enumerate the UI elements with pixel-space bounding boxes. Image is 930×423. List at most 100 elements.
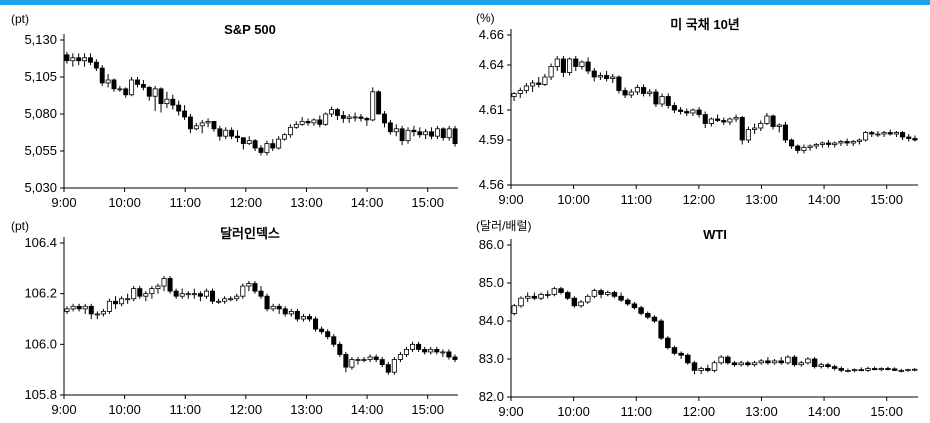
chart3-candle-body (113, 300, 119, 305)
chart3-candle-body (222, 298, 228, 302)
chart1-candle-body (76, 57, 82, 62)
chart4-candle-body (851, 369, 858, 372)
chart3-candle-body (64, 308, 70, 312)
chart2-candle-body (887, 132, 893, 135)
chart3-candle-body (191, 293, 197, 296)
chart4-candle-body (551, 288, 558, 295)
chart1-x-tick-label: 11:00 (169, 195, 201, 210)
chart4-candle-body (751, 362, 758, 366)
chart1-candle-body (152, 88, 158, 97)
chart2-candle-body (881, 132, 887, 135)
chart4-candle-body (811, 358, 818, 367)
chart2-candle-body (863, 132, 869, 141)
chart3-candle-body (416, 343, 422, 350)
chart2-candle-body (764, 115, 770, 124)
chart2-candle-body (893, 132, 899, 135)
chart2-candle-body (832, 142, 838, 145)
chart1-candle-body (305, 121, 311, 124)
chart3-candle-body (161, 278, 167, 287)
chart1-candle-body (311, 119, 317, 124)
chart4-candle-body (665, 337, 671, 349)
chart3-candle-body (216, 300, 222, 303)
chart1-candle-body (123, 88, 129, 96)
chart1-candle-body (223, 129, 229, 137)
chart2-candle-body (844, 141, 850, 144)
chart3-candle-body (270, 305, 276, 310)
chart2-candle-body (758, 123, 764, 129)
chart1-candle-body (299, 121, 305, 125)
chart3-candle-body (361, 359, 367, 361)
chart1-candle-body (287, 126, 293, 136)
chart4-candle-body (898, 369, 905, 372)
chart2-candle-body (622, 90, 628, 96)
chart3-candle-body (313, 318, 319, 330)
chart4-candle-body (671, 347, 678, 354)
chart3-candle-body (88, 305, 94, 315)
chart1-candle-body (93, 61, 99, 69)
chart3-candle-body (173, 290, 179, 297)
chart4-candle-body (518, 297, 524, 307)
chart3-candle-body (349, 359, 355, 368)
chart4-x-tick-label: 12:00 (683, 404, 716, 419)
chart4-candle-body (631, 303, 638, 309)
chart4-candle-body (765, 360, 771, 364)
chart4-candle-body (598, 290, 604, 295)
chart1-candle-body (158, 88, 164, 105)
chart4-candle-body (905, 369, 911, 372)
chart1-candle-body (140, 84, 146, 88)
chart4-x-tick-label: 11:00 (620, 404, 652, 419)
chart1-candle-body (240, 137, 246, 144)
chart1-candle-body (370, 91, 376, 121)
chart2-candle-body (684, 111, 690, 114)
chart4-candle-body (911, 368, 918, 371)
chart3-candle-body (203, 290, 209, 297)
chart2-candle-body (875, 133, 881, 136)
chart3-unit-label: (pt) (11, 219, 29, 233)
chart4-candle-body (871, 368, 878, 371)
chart2-candle-body (628, 91, 634, 96)
chart2-candle-body (696, 109, 702, 115)
chart2-candle-body (819, 142, 825, 145)
chart1-candle-body (82, 57, 88, 62)
chart3-candle-body (282, 308, 288, 315)
chart1-candle-body (417, 131, 423, 136)
chart4-candle-body (778, 360, 784, 364)
chart3-candle-body (82, 305, 88, 310)
chart3-candle-body (125, 298, 131, 301)
chart3-x-tick-label: 11:00 (169, 402, 201, 417)
chart2-x-tick-label: 15:00 (870, 192, 903, 207)
chart2-x-tick-label: 9:00 (498, 192, 523, 207)
chart1-candle-body (329, 109, 335, 115)
chart1-y-tick-label: 5,055 (24, 143, 57, 158)
chart2-candle-body (702, 114, 708, 124)
chart2-candle-body (912, 138, 918, 141)
chart4-candle-body (891, 368, 898, 371)
chart3-candle-body (397, 354, 403, 360)
chart4-candle-body (818, 364, 824, 368)
chart1-y-tick-label: 5,130 (24, 32, 57, 47)
chart2-candle-body (573, 58, 579, 67)
chart3-candle-body (100, 310, 106, 315)
chart4-candle-body (825, 364, 831, 368)
chart4-candle-body (711, 362, 718, 371)
chart2-unit-label: (%) (476, 11, 495, 25)
chart2-candle-body (517, 90, 523, 94)
chart3-x-tick-label: 13:00 (290, 402, 323, 417)
chart4-candle-body (625, 299, 631, 305)
chart1-candle-body (352, 116, 358, 119)
chart3-y-tick-label: 106.0 (24, 336, 57, 351)
chart4-candle-body (524, 295, 531, 299)
chart3-y-tick-label: 106.4 (24, 235, 57, 250)
chart3-candle-body (325, 331, 331, 338)
chart2-candle-body (856, 139, 862, 142)
chart1-candle-body (164, 98, 170, 105)
chart2-candle-body (579, 61, 585, 67)
chart1-candle-body (405, 129, 411, 142)
chart2-title: 미 국채 10년 (670, 17, 740, 32)
chart2-candle-body (641, 87, 647, 94)
chart2-y-tick-label: 4.66 (479, 27, 504, 42)
chart2-candle-body (530, 82, 536, 87)
chart1-candle-body (270, 143, 276, 149)
chart4-x-tick-label: 14:00 (808, 404, 841, 419)
